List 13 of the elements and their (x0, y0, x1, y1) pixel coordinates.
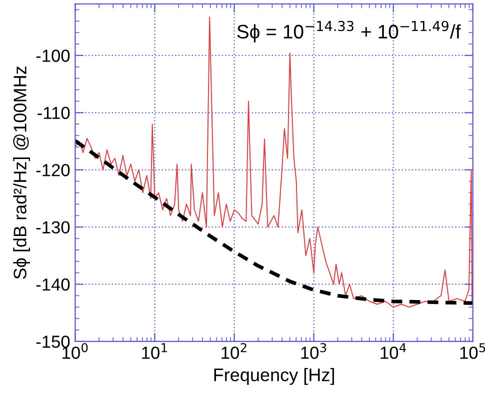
x-tick-label: 10$^{4}$ (380, 343, 406, 359)
annotation: Sϕ = 10$^{−14.33}$ + 10$^{−11.49}$/f (237, 20, 461, 42)
x-tick-label: 10$^{2}$ (222, 343, 246, 359)
y-tick-label: -140 (36, 278, 70, 291)
y-tick-label: -130 (36, 221, 70, 234)
y-axis-title: Sϕ [dB rad²/Hz] @100MHz (13, 66, 30, 279)
x-axis-title: Frequency [Hz] (214, 368, 334, 385)
x-tick-label: 10$^{3}$ (301, 343, 326, 359)
y-tick-label: -100 (36, 50, 70, 62)
x-tick-label: 10$^{1}$ (142, 343, 167, 359)
y-tick-label: -110 (38, 106, 70, 120)
x-tick-label: 10$^{5}$ (460, 343, 485, 359)
y-tick-label: -120 (36, 164, 70, 176)
